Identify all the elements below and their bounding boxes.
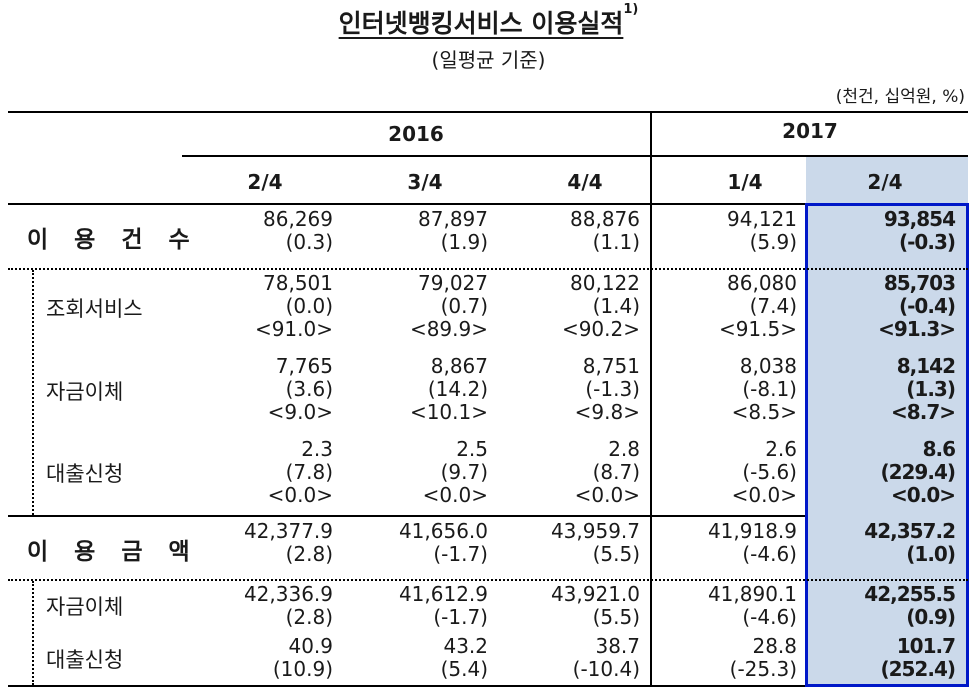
row-label-transfer-amount: 자금이체 [46, 595, 124, 619]
cell-count-total-q4: 94,121 (5.9) [727, 207, 797, 254]
page-title: 인터넷뱅킹서비스 이용실적1) [0, 2, 977, 40]
cell-loan-count-q5: 8.6 (229.4) <0.0> [880, 437, 956, 507]
cell-loan-amount-q3: 38.7 (-10.4) [572, 634, 640, 681]
count-sub-indent-line [32, 270, 34, 515]
quarter-2017-2: 2/4 [867, 170, 903, 194]
cell-amount-total-q3: 43,959.7 (5.5) [550, 519, 640, 566]
cell-loan-count-q2: 2.5 (9.7) <0.0> [422, 437, 488, 507]
subtitle: (일평균 기준) [431, 48, 546, 72]
header-bottom-rule [8, 203, 805, 205]
cell-amount-total-q2: 41,656.0 (-1.7) [398, 519, 488, 566]
quarter-2016-2: 2/4 [247, 170, 283, 194]
cell-count-total-q2: 87,897 (1.9) [418, 207, 488, 254]
unit-label: (천건, 십억원, %) [835, 87, 965, 107]
cell-transfer-count-q1: 7,765 (3.6) <9.0> [267, 354, 333, 424]
highlight-column-box [805, 203, 969, 687]
amount-sub-indent-line [32, 581, 34, 685]
cell-amount-total-q4: 41,918.9 (-4.6) [707, 519, 797, 566]
cell-amount-total-q1: 42,377.9 (2.8) [243, 519, 333, 566]
row-label-loan-amount: 대출신청 [46, 648, 124, 672]
row-label-loan-count: 대출신청 [46, 462, 124, 486]
cell-inquiry-q1: 78,501 (0.0) <91.0> [254, 271, 333, 341]
quarter-2017-1: 1/4 [727, 170, 763, 194]
cell-inquiry-q3: 80,122 (1.4) <90.2> [561, 271, 640, 341]
year-sub-rule [182, 155, 968, 157]
row-label-inquiry: 조회서비스 [46, 297, 143, 321]
row-label-count-total: 이 용 건 수 [27, 227, 199, 253]
year-2016: 2016 [388, 122, 444, 146]
cell-transfer-count-q5: 8,142 (1.3) <8.7> [891, 354, 956, 424]
amount-dotted-rule [8, 579, 968, 581]
title-footnote: 1) [623, 2, 639, 17]
cell-transfer-amount-q3: 43,921.0 (5.5) [550, 582, 640, 629]
cell-transfer-amount-q2: 41,612.9 (-1.7) [398, 582, 488, 629]
cell-loan-count-q3: 2.8 (8.7) <0.0> [574, 437, 640, 507]
highlight-column-header [806, 157, 968, 204]
cell-transfer-amount-q4: 41,890.1 (-4.6) [707, 582, 797, 629]
row-label-amount-total: 이 용 금 액 [27, 539, 199, 565]
cell-amount-total-q5: 42,357.2 (1.0) [864, 519, 956, 566]
quarter-2016-3: 3/4 [407, 170, 443, 194]
cell-loan-count-q1: 2.3 (7.8) <0.0> [267, 437, 333, 507]
year-divider [650, 111, 652, 687]
title-text: 인터넷뱅킹서비스 이용실적 [338, 9, 624, 38]
cell-transfer-count-q2: 8,867 (14.2) <10.1> [409, 354, 488, 424]
cell-count-total-q5: 93,854 (-0.3) [883, 207, 956, 254]
row-label-transfer-count: 자금이체 [46, 380, 124, 404]
cell-loan-count-q4: 2.6 (-5.6) <0.0> [731, 437, 797, 507]
cell-transfer-count-q4: 8,038 (-8.1) <8.5> [731, 354, 797, 424]
amount-section-rule [8, 515, 805, 517]
quarter-2016-4: 4/4 [567, 170, 603, 194]
cell-transfer-amount-q1: 42,336.9 (2.8) [243, 582, 333, 629]
cell-count-total-q1: 86,269 (0.3) [263, 207, 333, 254]
cell-inquiry-q4: 86,080 (7.4) <91.5> [718, 271, 797, 341]
year-2017: 2017 [782, 119, 838, 143]
cell-loan-amount-q2: 43.2 (5.4) [440, 634, 488, 681]
cell-inquiry-q2: 79,027 (0.7) <89.9> [409, 271, 488, 341]
count-dotted-rule [8, 268, 968, 270]
table-top-rule [8, 111, 968, 113]
cell-inquiry-q5: 85,703 (-0.4) <91.3> [878, 271, 956, 341]
table-bottom-rule [8, 685, 805, 687]
cell-count-total-q3: 88,876 (1.1) [570, 207, 640, 254]
cell-loan-amount-q4: 28.8 (-25.3) [729, 634, 797, 681]
cell-loan-amount-q1: 40.9 (10.9) [272, 634, 333, 681]
cell-loan-amount-q5: 101.7 (252.4) [880, 634, 956, 681]
cell-transfer-amount-q5: 42,255.5 (0.9) [864, 582, 956, 629]
cell-transfer-count-q3: 8,751 (-1.3) <9.8> [574, 354, 640, 424]
